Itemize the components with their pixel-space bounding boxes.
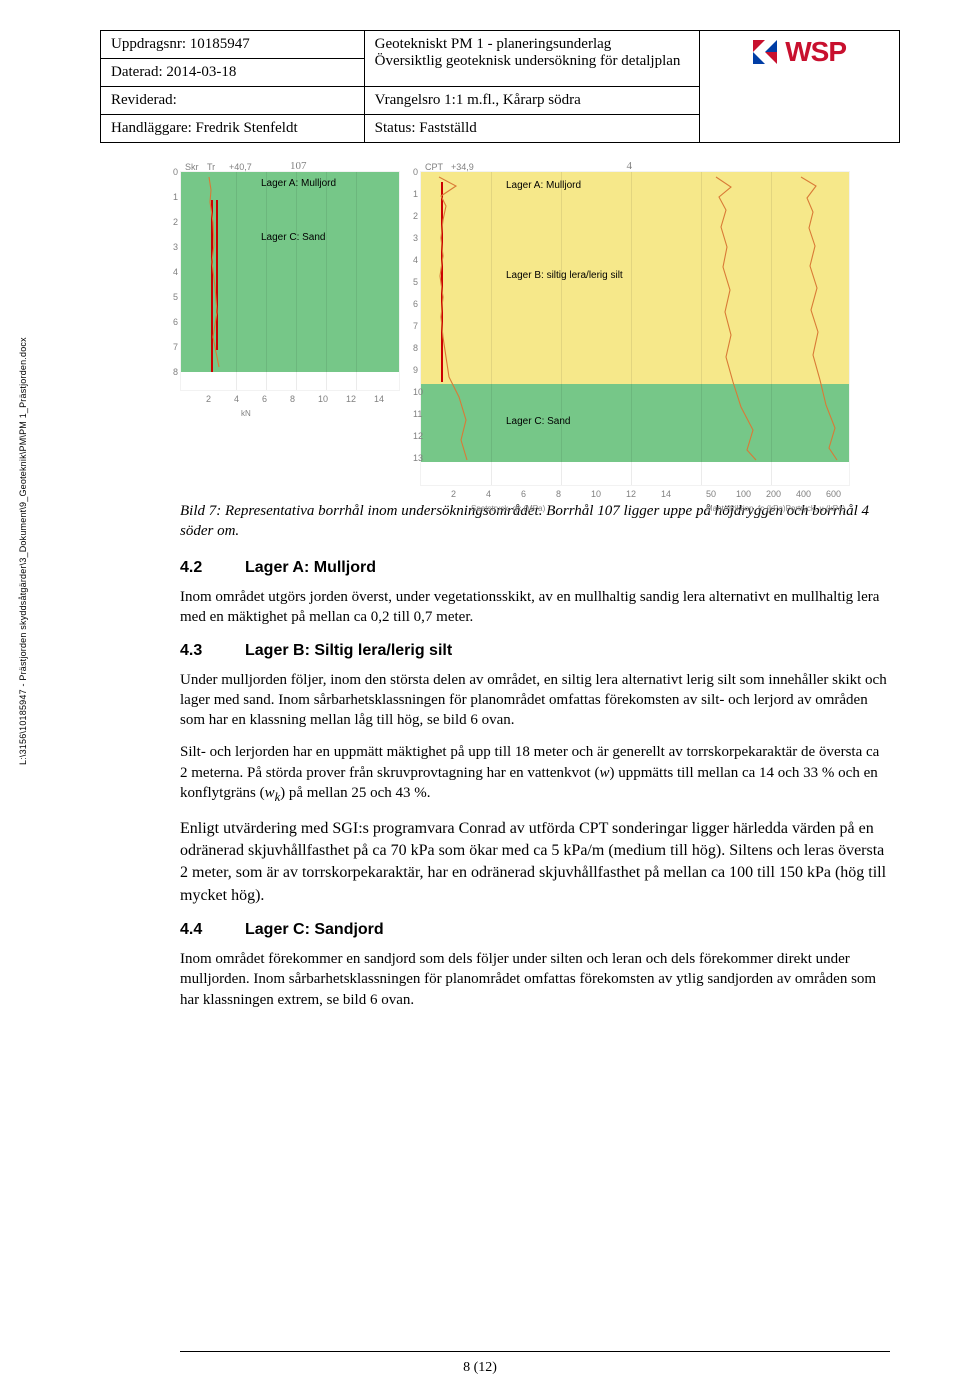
chart107-hdr2: +40,7: [229, 162, 252, 172]
header-logo-cell: WSP: [700, 31, 900, 143]
header-location: Vrangelsro 1:1 m.fl., Kårarp södra: [364, 87, 700, 115]
section-4-2-p1: Inom området utgörs jorden överst, under…: [180, 587, 890, 628]
header-title-cell: Geotekniskt PM 1 - planeringsunderlag Öv…: [364, 31, 700, 87]
section-4-4-head: 4.4Lager C: Sandjord: [180, 921, 890, 939]
section-4-2-title: Lager A: Mulljord: [245, 559, 376, 576]
section-4-4-title: Lager C: Sandjord: [245, 921, 384, 938]
chart107-trace: [181, 172, 401, 372]
page-number: 8 (12): [0, 1360, 960, 1376]
section-4-3-p1: Under mulljorden följer, inom den störst…: [180, 670, 890, 731]
chart107-hdr1: Tr: [207, 162, 215, 172]
section-4-3-p2: Silt- och lerjorden har en uppmätt mäkti…: [180, 742, 890, 805]
figure-area: 107 Skr Tr +40,7 Lager A: Mulljord Lager…: [180, 161, 900, 486]
chart107-xunit: kN: [241, 409, 251, 418]
wsp-logo-text: WSP: [785, 36, 846, 68]
chart4-xlabel-left: Spetstryck, qc (MPa): [471, 504, 545, 513]
chart4-traces: [421, 172, 851, 462]
header-uppdragsnr: Uppdragsnr: 10185947: [101, 31, 365, 59]
header-table: Uppdragsnr: 10185947 Geotekniskt PM 1 - …: [100, 30, 900, 143]
section-4-3-num: 4.3: [180, 642, 245, 660]
chart-107: 107 Skr Tr +40,7 Lager A: Mulljord Lager…: [180, 171, 400, 391]
header-subtitle: Översiktlig geoteknisk undersökning för …: [375, 53, 681, 69]
header-status: Status: Fastställd: [364, 115, 700, 143]
section-4-2-head: 4.2Lager A: Mulljord: [180, 559, 890, 577]
section-4-2-num: 4.2: [180, 559, 245, 577]
footer-line: [180, 1351, 890, 1352]
chart4-hdr0: CPT: [425, 162, 443, 172]
chart4-hdr1: +34,9: [451, 162, 474, 172]
section-4-3-head: 4.3Lager B: Siltig lera/lerig silt: [180, 642, 890, 660]
side-file-path: L:\3156\10185947 - Prästjorden skyddsåtg…: [18, 337, 28, 765]
header-reviderad: Reviderad:: [101, 87, 365, 115]
chart-107-title: 107: [290, 160, 307, 172]
header-handlaggare: Handläggare: Fredrik Stenfeldt: [101, 115, 365, 143]
section-4-4-p1: Inom området förekommer en sandjord som …: [180, 949, 890, 1010]
header-daterad: Daterad: 2014-03-18: [101, 59, 365, 87]
header-title: Geotekniskt PM 1 - planeringsunderlag: [375, 36, 612, 52]
chart107-hdr0: Skr: [185, 162, 199, 172]
chart-4: 4 CPT +34,9 Lager A: Mulljord Lager B: s…: [420, 171, 850, 486]
content-area: Bild 7: Representativa borrhål inom unde…: [180, 502, 890, 1010]
section-4-3-title: Lager B: Siltig lera/lerig silt: [245, 642, 452, 659]
wsp-logo-icon: [753, 40, 781, 64]
chart4-xlabel-right: Mantelfriktion, fc (kPa)Portryck, u (kPa…: [706, 504, 845, 513]
chart-4-title: 4: [626, 160, 632, 172]
section-4-3-p3: Enligt utvärdering med SGI:s programvara…: [180, 818, 890, 908]
section-4-4-num: 4.4: [180, 921, 245, 939]
